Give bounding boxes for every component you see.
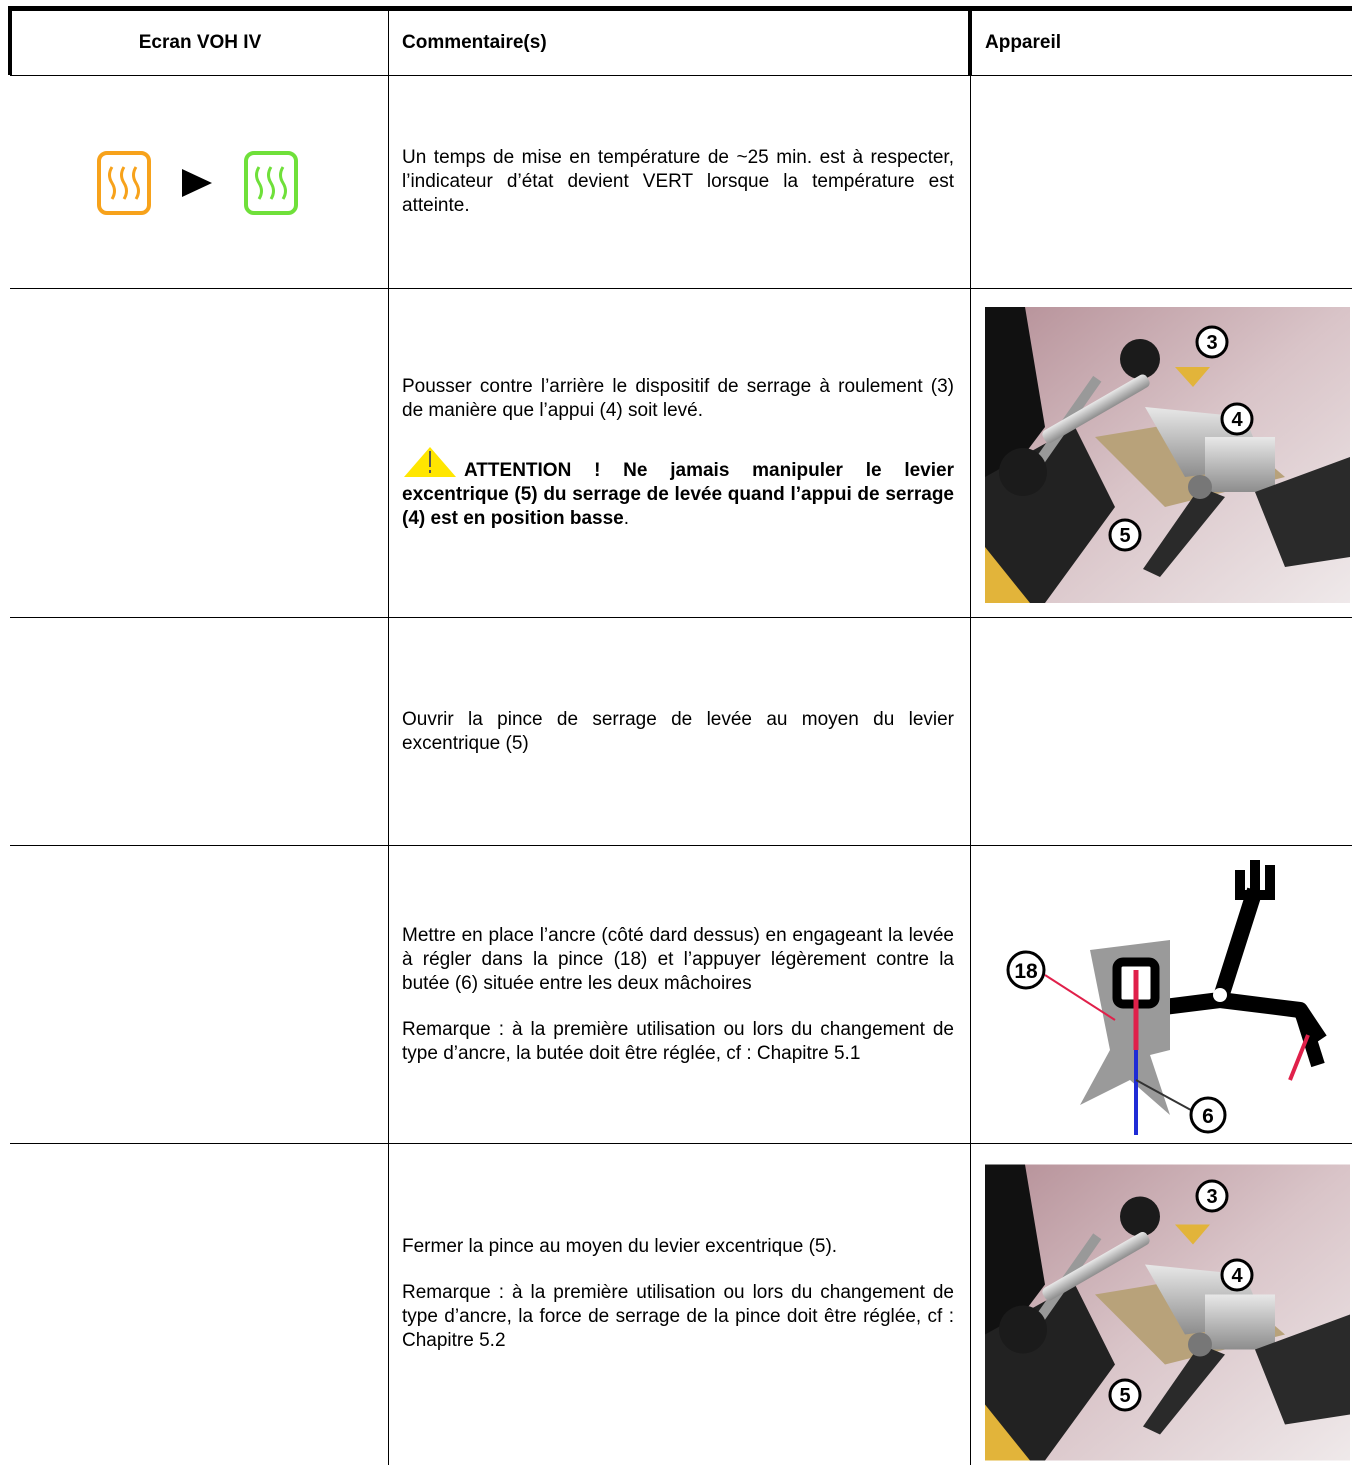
comment: Un temps de mise en température de ~25 m… bbox=[402, 76, 954, 288]
paragraph: Pousser contre l’arrière le dispositif d… bbox=[402, 376, 954, 421]
paragraph: Remarque : à la première utilisation ou … bbox=[402, 1018, 954, 1064]
header-cell: Ecran VOH IV bbox=[138, 32, 262, 53]
callout: 18 bbox=[1014, 960, 1038, 983]
column-line bbox=[388, 6, 389, 1465]
callout: 5 bbox=[1119, 525, 1130, 547]
row-line bbox=[10, 617, 1352, 618]
callout: 3 bbox=[1206, 332, 1217, 354]
pallet-fork-diagram: 18 6 bbox=[1006, 860, 1327, 1135]
top-border bbox=[8, 6, 1352, 11]
column-line bbox=[970, 75, 971, 1465]
comment: Fermer la pince au moyen du levier excen… bbox=[402, 1144, 954, 1444]
paragraph: Mettre en place l’ancre (côté dard dessu… bbox=[402, 924, 954, 994]
row-line bbox=[10, 288, 1352, 289]
callout: 4 bbox=[1231, 1265, 1243, 1287]
row-line bbox=[10, 75, 1352, 76]
header-divider bbox=[968, 6, 972, 75]
device-photo: 3 4 5 bbox=[985, 307, 1350, 603]
header-cell: Commentaire(s) bbox=[402, 32, 547, 53]
callout: 6 bbox=[1202, 1105, 1214, 1128]
paragraph: Ouvrir la pince de serrage de levée au m… bbox=[402, 708, 954, 754]
comment: Ouvrir la pince de serrage de levée au m… bbox=[402, 618, 954, 845]
heating-status-icons bbox=[97, 151, 298, 215]
comment: Mettre en place l’ancre (côté dard dessu… bbox=[402, 846, 954, 1143]
comment: Pousser contre l’arrière le dispositif d… bbox=[402, 289, 954, 617]
row-line bbox=[10, 1143, 1352, 1144]
callout: 3 bbox=[1206, 1186, 1217, 1208]
warning-tail: . bbox=[623, 508, 630, 529]
header-cell: Appareil bbox=[985, 32, 1062, 53]
callout: 4 bbox=[1231, 409, 1243, 431]
warning-paragraph: ATTENTION ! Ne jamais manipuler le levie… bbox=[402, 445, 954, 531]
device-photo: 3 4 5 bbox=[985, 1164, 1350, 1461]
row-line bbox=[10, 845, 1352, 846]
warning-text: ATTENTION ! Ne jamais manipuler le levie… bbox=[402, 460, 954, 529]
paragraph: Un temps de mise en température de ~25 m… bbox=[402, 147, 954, 216]
paragraph: Fermer la pince au moyen du levier excen… bbox=[402, 1236, 838, 1257]
warning-icon bbox=[404, 447, 456, 477]
paragraph: Remarque : à la première utilisation ou … bbox=[402, 1282, 954, 1351]
header-left-border bbox=[8, 6, 12, 75]
callout: 5 bbox=[1119, 1385, 1130, 1407]
